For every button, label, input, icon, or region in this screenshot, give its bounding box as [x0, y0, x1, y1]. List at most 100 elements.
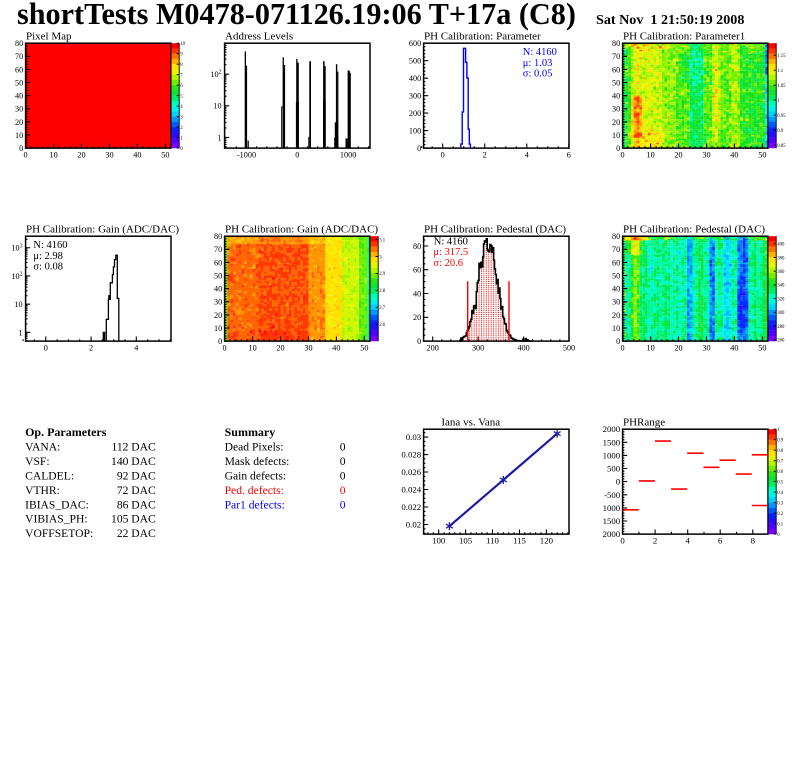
svg-text:0: 0 [295, 150, 299, 159]
svg-text:PH Calibration: Pedestal (DAC): PH Calibration: Pedestal (DAC) [623, 224, 765, 236]
svg-text:0: 0 [180, 147, 183, 152]
svg-text:30: 30 [612, 105, 620, 114]
svg-text:50: 50 [758, 343, 766, 352]
svg-text:20: 20 [612, 118, 620, 127]
svg-text:60: 60 [15, 65, 23, 74]
svg-text:30: 30 [105, 150, 113, 159]
svg-text:80: 80 [612, 232, 620, 241]
svg-text:μ: 2.98: μ: 2.98 [33, 251, 63, 262]
svg-text:1.15: 1.15 [777, 54, 786, 59]
svg-text:10: 10 [214, 324, 222, 333]
svg-text:Op. Parameters: Op. Parameters [25, 425, 107, 439]
svg-text:0: 0 [616, 337, 620, 346]
svg-text:μ: 1.03: μ: 1.03 [523, 58, 553, 69]
svg-text:PH Calibration: Gain (ADC/DAC): PH Calibration: Gain (ADC/DAC) [26, 224, 179, 236]
svg-text:20: 20 [413, 313, 421, 322]
svg-text:1: 1 [180, 136, 183, 141]
svg-text:50: 50 [612, 271, 620, 280]
svg-text:-500: -500 [604, 490, 621, 500]
svg-text:10: 10 [612, 324, 620, 333]
svg-text:3: 3 [379, 255, 382, 260]
svg-text:40: 40 [612, 285, 620, 294]
svg-text:320: 320 [777, 297, 785, 302]
svg-text:50: 50 [161, 150, 169, 159]
svg-text:0.85: 0.85 [777, 144, 786, 149]
svg-text:30: 30 [304, 343, 312, 352]
svg-text:60: 60 [214, 258, 222, 267]
svg-text:400: 400 [409, 74, 421, 83]
svg-text:0.9: 0.9 [777, 129, 784, 134]
svg-text:0.95: 0.95 [777, 114, 786, 119]
svg-text:200: 200 [427, 343, 439, 352]
svg-text:0: 0 [620, 535, 625, 545]
svg-text:8: 8 [180, 63, 183, 68]
svg-text:30: 30 [612, 298, 620, 307]
svg-text:86 DAC: 86 DAC [117, 498, 156, 511]
svg-text:380: 380 [777, 256, 785, 261]
svg-text:5: 5 [180, 95, 183, 100]
svg-text:0.6: 0.6 [777, 470, 784, 475]
svg-text:2.9: 2.9 [379, 272, 386, 277]
svg-text:70: 70 [612, 52, 620, 61]
svg-text:60: 60 [612, 258, 620, 267]
svg-text:Par1 defects:: Par1 defects: [225, 498, 285, 511]
svg-text:50: 50 [758, 150, 766, 159]
svg-text:N: 4160: N: 4160 [434, 236, 468, 247]
svg-text:1500: 1500 [603, 437, 621, 447]
svg-text:1: 1 [777, 428, 780, 433]
svg-text:0.02: 0.02 [406, 519, 421, 529]
svg-text:40: 40 [413, 289, 421, 298]
svg-text:2.7: 2.7 [379, 306, 386, 311]
svg-text:400: 400 [517, 343, 529, 352]
svg-text:Sat Nov 1 21:50:19 2008: Sat Nov 1 21:50:19 2008 [596, 12, 744, 28]
svg-text:300: 300 [409, 92, 421, 101]
svg-text:40: 40 [133, 150, 141, 159]
svg-text:0: 0 [621, 150, 625, 159]
svg-text:6: 6 [567, 150, 571, 159]
svg-text:9: 9 [180, 53, 183, 58]
svg-text:0.2: 0.2 [777, 512, 784, 517]
svg-text:0: 0 [616, 144, 620, 153]
svg-text:1000: 1000 [603, 450, 621, 460]
svg-text:1: 1 [218, 133, 222, 142]
svg-text:70: 70 [214, 245, 222, 254]
svg-text:40: 40 [214, 285, 222, 294]
svg-text:Dead Pixels:: Dead Pixels: [225, 441, 284, 454]
svg-text:0: 0 [616, 477, 621, 487]
svg-text:20: 20 [15, 118, 23, 127]
svg-text:100: 100 [432, 535, 446, 545]
svg-text:4: 4 [180, 105, 183, 110]
svg-text:20: 20 [276, 343, 284, 352]
svg-text:110: 110 [486, 535, 499, 545]
svg-text:CALDEL:: CALDEL: [25, 470, 74, 483]
svg-text:1.1: 1.1 [777, 69, 784, 74]
svg-text:4: 4 [525, 150, 529, 159]
svg-text:VOFFSETOP:: VOFFSETOP: [25, 527, 93, 540]
svg-text:80: 80 [612, 39, 620, 48]
svg-text:70: 70 [612, 245, 620, 254]
svg-text:PH Calibration: Gain (ADC/DAC): PH Calibration: Gain (ADC/DAC) [225, 224, 378, 236]
svg-text:7: 7 [180, 74, 183, 79]
svg-text:0.4: 0.4 [777, 491, 784, 496]
svg-text:20: 20 [214, 311, 222, 320]
svg-text:10: 10 [180, 42, 185, 47]
svg-text:Mask defects:: Mask defects: [225, 455, 290, 468]
svg-text:VANA:: VANA: [25, 441, 60, 454]
svg-text:8: 8 [751, 535, 756, 545]
svg-text:0.028: 0.028 [401, 450, 421, 460]
svg-text:50: 50 [15, 78, 23, 87]
svg-text:σ: 0.05: σ: 0.05 [523, 69, 553, 80]
svg-text:500: 500 [409, 57, 421, 66]
svg-text:1.05: 1.05 [777, 84, 786, 89]
svg-text:105 DAC: 105 DAC [111, 513, 156, 526]
svg-text:0: 0 [24, 150, 28, 159]
svg-text:280: 280 [777, 325, 785, 330]
svg-text:10: 10 [612, 131, 620, 140]
svg-text:3.1: 3.1 [379, 238, 386, 243]
svg-text:50: 50 [612, 78, 620, 87]
svg-text:PHRange: PHRange [623, 417, 665, 429]
svg-text:10: 10 [14, 300, 22, 309]
svg-text:PH Calibration: Parameter: PH Calibration: Parameter [424, 31, 541, 43]
svg-text:50: 50 [360, 343, 368, 352]
svg-text:0: 0 [340, 455, 346, 468]
